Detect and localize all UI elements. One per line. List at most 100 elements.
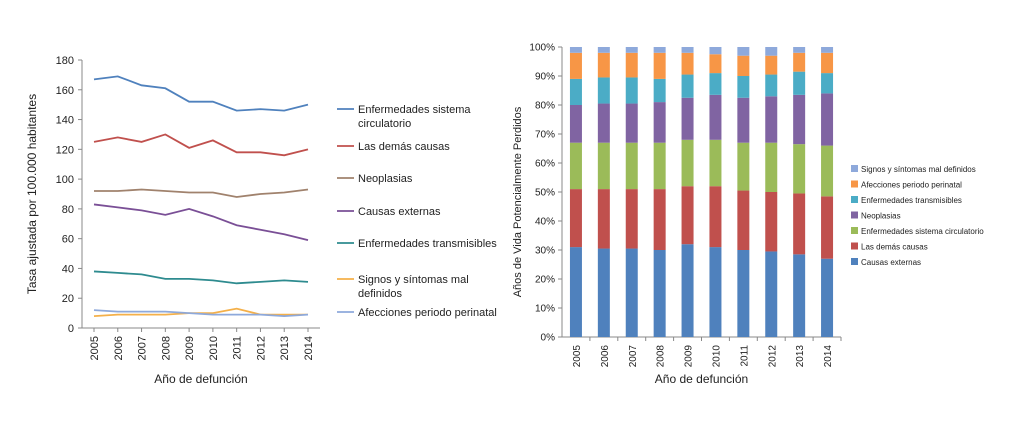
- x-tick-label: 2011: [739, 345, 750, 367]
- series-line-4: [93, 270, 309, 285]
- y-tick-label: 60: [62, 234, 74, 246]
- legend-label: Enfermedades sistema circulatorio: [861, 227, 984, 236]
- bar-segment-1: [653, 189, 666, 250]
- bar-segment-1: [681, 186, 694, 245]
- bar-segment-0: [625, 248, 638, 337]
- x-tick-label: 2005: [572, 345, 583, 368]
- x-tick-label: 2009: [684, 345, 695, 368]
- x-tick-label: 2013: [795, 345, 806, 368]
- bar-segment-0: [737, 250, 750, 337]
- bar-segment-6: [709, 47, 722, 55]
- bar-segment-1: [625, 189, 638, 249]
- bar-segment-5: [709, 54, 722, 74]
- bar-segment-2: [709, 139, 722, 187]
- bar-chart-x-axis-title: Año de defunción: [655, 372, 748, 386]
- bar-segment-5: [821, 52, 834, 74]
- bar-segment-4: [765, 74, 778, 97]
- bar-segment-1: [597, 189, 610, 249]
- x-tick-label: 2006: [600, 345, 611, 368]
- bar-segment-2: [653, 142, 666, 190]
- bar-segment-3: [653, 102, 666, 143]
- bar-segment-4: [821, 73, 834, 94]
- series-line-6: [93, 309, 309, 317]
- bar-segment-6: [765, 47, 778, 56]
- line-chart-y-axis-title: Tasa ajustada por 100.000 habitantes: [25, 94, 39, 294]
- legend-swatch: [851, 196, 858, 203]
- bar-segment-2: [737, 142, 750, 191]
- y-tick-label: 40%: [535, 217, 555, 228]
- series-line-2: [94, 188, 309, 198]
- legend-label: Signos y síntomas mal definidos: [358, 274, 469, 300]
- bar-segment-3: [597, 103, 610, 143]
- legend-label: Las demás causas: [358, 141, 450, 153]
- bar-segment-0: [765, 251, 778, 337]
- bar-segment-4: [569, 78, 582, 105]
- x-tick-label: 2013: [279, 336, 291, 360]
- bar-segment-2: [625, 142, 638, 190]
- bar-segment-6: [597, 47, 610, 53]
- x-tick-label: 2007: [628, 345, 639, 368]
- bar-segment-4: [793, 71, 806, 95]
- x-tick-label: 2012: [767, 345, 778, 368]
- line-chart-series: [93, 75, 309, 317]
- bar-segment-0: [821, 258, 834, 337]
- bar-segment-4: [597, 77, 610, 104]
- bar-segment-3: [765, 96, 778, 143]
- legend-swatch: [851, 258, 858, 265]
- x-tick-label: 2014: [823, 345, 834, 368]
- bar-segment-0: [569, 247, 582, 337]
- y-tick-label: 10%: [535, 304, 555, 315]
- bar-segment-2: [597, 142, 610, 190]
- bar-segment-1: [737, 190, 750, 250]
- bar-segment-6: [821, 47, 834, 53]
- bar-segment-5: [597, 52, 610, 78]
- y-tick-label: 0: [68, 323, 74, 335]
- bar-segment-0: [793, 254, 806, 337]
- y-tick-label: 20%: [535, 275, 555, 286]
- bar-segment-4: [737, 76, 750, 98]
- bar-segment-0: [653, 250, 666, 337]
- bar-segment-2: [793, 144, 806, 194]
- bar-segment-4: [681, 74, 694, 98]
- bar-segment-3: [681, 97, 694, 140]
- y-tick-label: 140: [56, 115, 74, 127]
- bar-segment-4: [625, 77, 638, 104]
- bar-segment-1: [765, 192, 778, 252]
- bar-segment-5: [765, 55, 778, 75]
- bar-segment-0: [681, 244, 694, 337]
- x-tick-label: 2012: [255, 336, 267, 360]
- series-line-3: [93, 203, 309, 242]
- bar-segment-2: [821, 145, 834, 197]
- legend-label: Neoplasias: [358, 173, 413, 185]
- legend-label: Signos y síntomas mal definidos: [861, 165, 976, 174]
- x-tick-label: 2008: [160, 336, 172, 360]
- y-tick-label: 100%: [529, 43, 555, 54]
- x-tick-label: 2008: [656, 345, 667, 368]
- x-tick-label: 2011: [232, 336, 244, 360]
- bar-segment-3: [737, 97, 750, 143]
- bar-segment-6: [625, 47, 638, 53]
- x-tick-label: 2014: [303, 336, 315, 360]
- legend-swatch: [851, 165, 858, 172]
- bar-chart-legend: Signos y síntomas mal definidos Afeccione…: [851, 165, 984, 267]
- y-tick-label: 30%: [535, 246, 555, 257]
- bar-segment-2: [765, 142, 778, 192]
- bar-chart-axes: 0% 10% 20% 30% 40% 50% 60% 70% 80% 90% 100% 2005 200…: [529, 43, 842, 368]
- bar-segment-6: [793, 47, 806, 53]
- y-tick-label: 0%: [541, 333, 556, 344]
- y-tick-label: 90%: [535, 72, 555, 83]
- x-tick-label: 2010: [208, 336, 220, 360]
- bar-segment-6: [569, 47, 582, 53]
- bar-segment-5: [569, 52, 582, 79]
- line-chart-x-axis-title: Año de defunción: [154, 372, 247, 386]
- bar-segment-5: [737, 55, 750, 76]
- y-tick-label: 100: [56, 174, 74, 186]
- bar-segment-3: [709, 94, 722, 140]
- y-tick-label: 80%: [535, 101, 555, 112]
- bar-segment-4: [653, 78, 666, 103]
- bar-segment-5: [681, 52, 694, 75]
- bar-segment-1: [821, 196, 834, 259]
- bar-chart-bars: [569, 47, 834, 337]
- x-tick-label: 2007: [137, 336, 149, 360]
- x-tick-label: 2005: [89, 336, 101, 360]
